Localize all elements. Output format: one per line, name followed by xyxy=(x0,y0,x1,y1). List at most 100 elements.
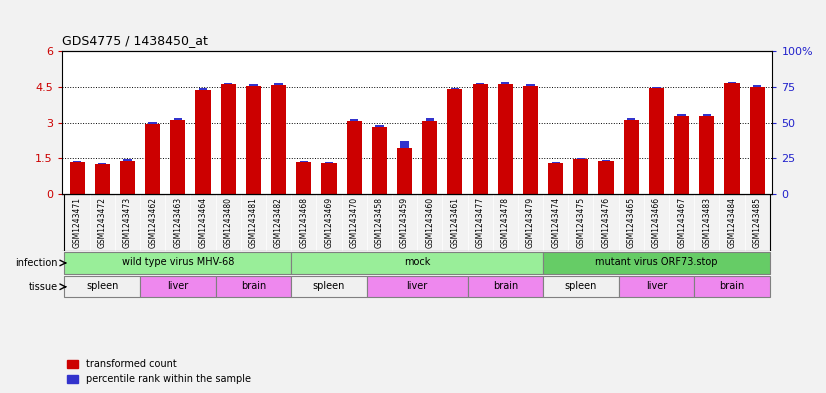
Bar xyxy=(199,88,207,90)
Bar xyxy=(145,124,160,194)
Text: liver: liver xyxy=(646,281,667,291)
Bar xyxy=(728,82,736,83)
Bar xyxy=(523,86,538,194)
Bar xyxy=(425,118,434,121)
Text: spleen: spleen xyxy=(565,281,597,291)
Text: GSM1243467: GSM1243467 xyxy=(677,197,686,248)
Text: GSM1243472: GSM1243472 xyxy=(97,197,107,248)
Text: brain: brain xyxy=(492,281,518,291)
Text: GSM1243478: GSM1243478 xyxy=(501,197,510,248)
Bar xyxy=(472,84,487,194)
Bar xyxy=(300,161,308,162)
Bar xyxy=(624,119,638,194)
Bar xyxy=(271,85,286,194)
Bar xyxy=(448,89,463,194)
Text: spleen: spleen xyxy=(86,281,118,291)
Bar xyxy=(98,163,107,164)
Bar xyxy=(451,88,459,89)
Text: GSM1243475: GSM1243475 xyxy=(577,197,586,248)
Text: GSM1243468: GSM1243468 xyxy=(299,197,308,248)
Bar xyxy=(149,122,157,124)
Text: GSM1243479: GSM1243479 xyxy=(526,197,535,248)
Text: GSM1243480: GSM1243480 xyxy=(224,197,233,248)
Bar xyxy=(677,114,686,116)
Bar xyxy=(221,84,235,194)
FancyBboxPatch shape xyxy=(543,276,619,298)
Bar xyxy=(753,85,762,87)
Bar xyxy=(703,114,711,116)
Bar xyxy=(350,119,358,121)
Bar xyxy=(526,84,534,86)
Bar xyxy=(401,141,409,147)
Bar xyxy=(724,83,739,194)
Bar xyxy=(501,82,510,84)
FancyBboxPatch shape xyxy=(216,276,292,298)
Bar xyxy=(700,116,714,194)
Text: GSM1243465: GSM1243465 xyxy=(627,197,636,248)
Bar xyxy=(196,90,211,194)
FancyBboxPatch shape xyxy=(367,276,468,298)
Text: GSM1243458: GSM1243458 xyxy=(375,197,384,248)
Text: GSM1243466: GSM1243466 xyxy=(652,197,661,248)
Bar xyxy=(476,83,484,84)
Text: infection: infection xyxy=(16,258,58,268)
Text: GSM1243473: GSM1243473 xyxy=(123,197,132,248)
Text: brain: brain xyxy=(240,281,266,291)
Bar xyxy=(69,162,84,194)
Text: GSM1243471: GSM1243471 xyxy=(73,197,82,248)
Bar xyxy=(224,83,232,84)
Text: brain: brain xyxy=(719,281,744,291)
Bar xyxy=(297,162,311,194)
Bar xyxy=(173,118,182,120)
Bar xyxy=(325,162,333,163)
Text: GSM1243484: GSM1243484 xyxy=(728,197,737,248)
Text: spleen: spleen xyxy=(313,281,345,291)
Bar xyxy=(95,164,110,194)
Text: GSM1243459: GSM1243459 xyxy=(400,197,409,248)
Text: GSM1243476: GSM1243476 xyxy=(601,197,610,248)
Bar xyxy=(375,125,383,127)
Text: mock: mock xyxy=(404,257,430,268)
Text: GSM1243462: GSM1243462 xyxy=(148,197,157,248)
FancyBboxPatch shape xyxy=(64,276,140,298)
Bar xyxy=(372,127,387,194)
FancyBboxPatch shape xyxy=(543,252,770,274)
Text: GSM1243464: GSM1243464 xyxy=(198,197,207,248)
Bar xyxy=(498,84,513,194)
Legend: transformed count, percentile rank within the sample: transformed count, percentile rank withi… xyxy=(67,359,251,384)
Bar xyxy=(577,158,585,160)
Text: liver: liver xyxy=(167,281,188,291)
Text: tissue: tissue xyxy=(29,282,58,292)
Text: GSM1243474: GSM1243474 xyxy=(551,197,560,248)
FancyBboxPatch shape xyxy=(292,252,543,274)
Bar xyxy=(246,86,261,194)
Bar xyxy=(347,121,362,194)
Bar xyxy=(249,84,258,86)
Bar xyxy=(170,120,185,194)
Bar xyxy=(573,160,588,194)
Text: GSM1243477: GSM1243477 xyxy=(476,197,485,248)
Bar xyxy=(627,118,635,119)
Text: mutant virus ORF73.stop: mutant virus ORF73.stop xyxy=(596,257,718,268)
FancyBboxPatch shape xyxy=(64,252,292,274)
Bar xyxy=(321,163,336,194)
FancyBboxPatch shape xyxy=(468,276,543,298)
Text: GSM1243483: GSM1243483 xyxy=(702,197,711,248)
Text: GDS4775 / 1438450_at: GDS4775 / 1438450_at xyxy=(62,34,208,47)
Bar xyxy=(123,159,131,161)
Bar xyxy=(274,83,282,85)
Bar xyxy=(602,160,610,161)
Text: GSM1243461: GSM1243461 xyxy=(450,197,459,248)
Bar xyxy=(548,163,563,194)
Bar xyxy=(750,87,765,194)
Text: wild type virus MHV-68: wild type virus MHV-68 xyxy=(121,257,234,268)
Bar xyxy=(120,161,135,194)
Text: GSM1243481: GSM1243481 xyxy=(249,197,258,248)
Text: GSM1243470: GSM1243470 xyxy=(349,197,358,248)
Text: liver: liver xyxy=(406,281,428,291)
Bar xyxy=(653,87,661,88)
Text: GSM1243485: GSM1243485 xyxy=(752,197,762,248)
Bar xyxy=(552,162,560,163)
FancyBboxPatch shape xyxy=(140,276,216,298)
Bar xyxy=(599,161,614,194)
